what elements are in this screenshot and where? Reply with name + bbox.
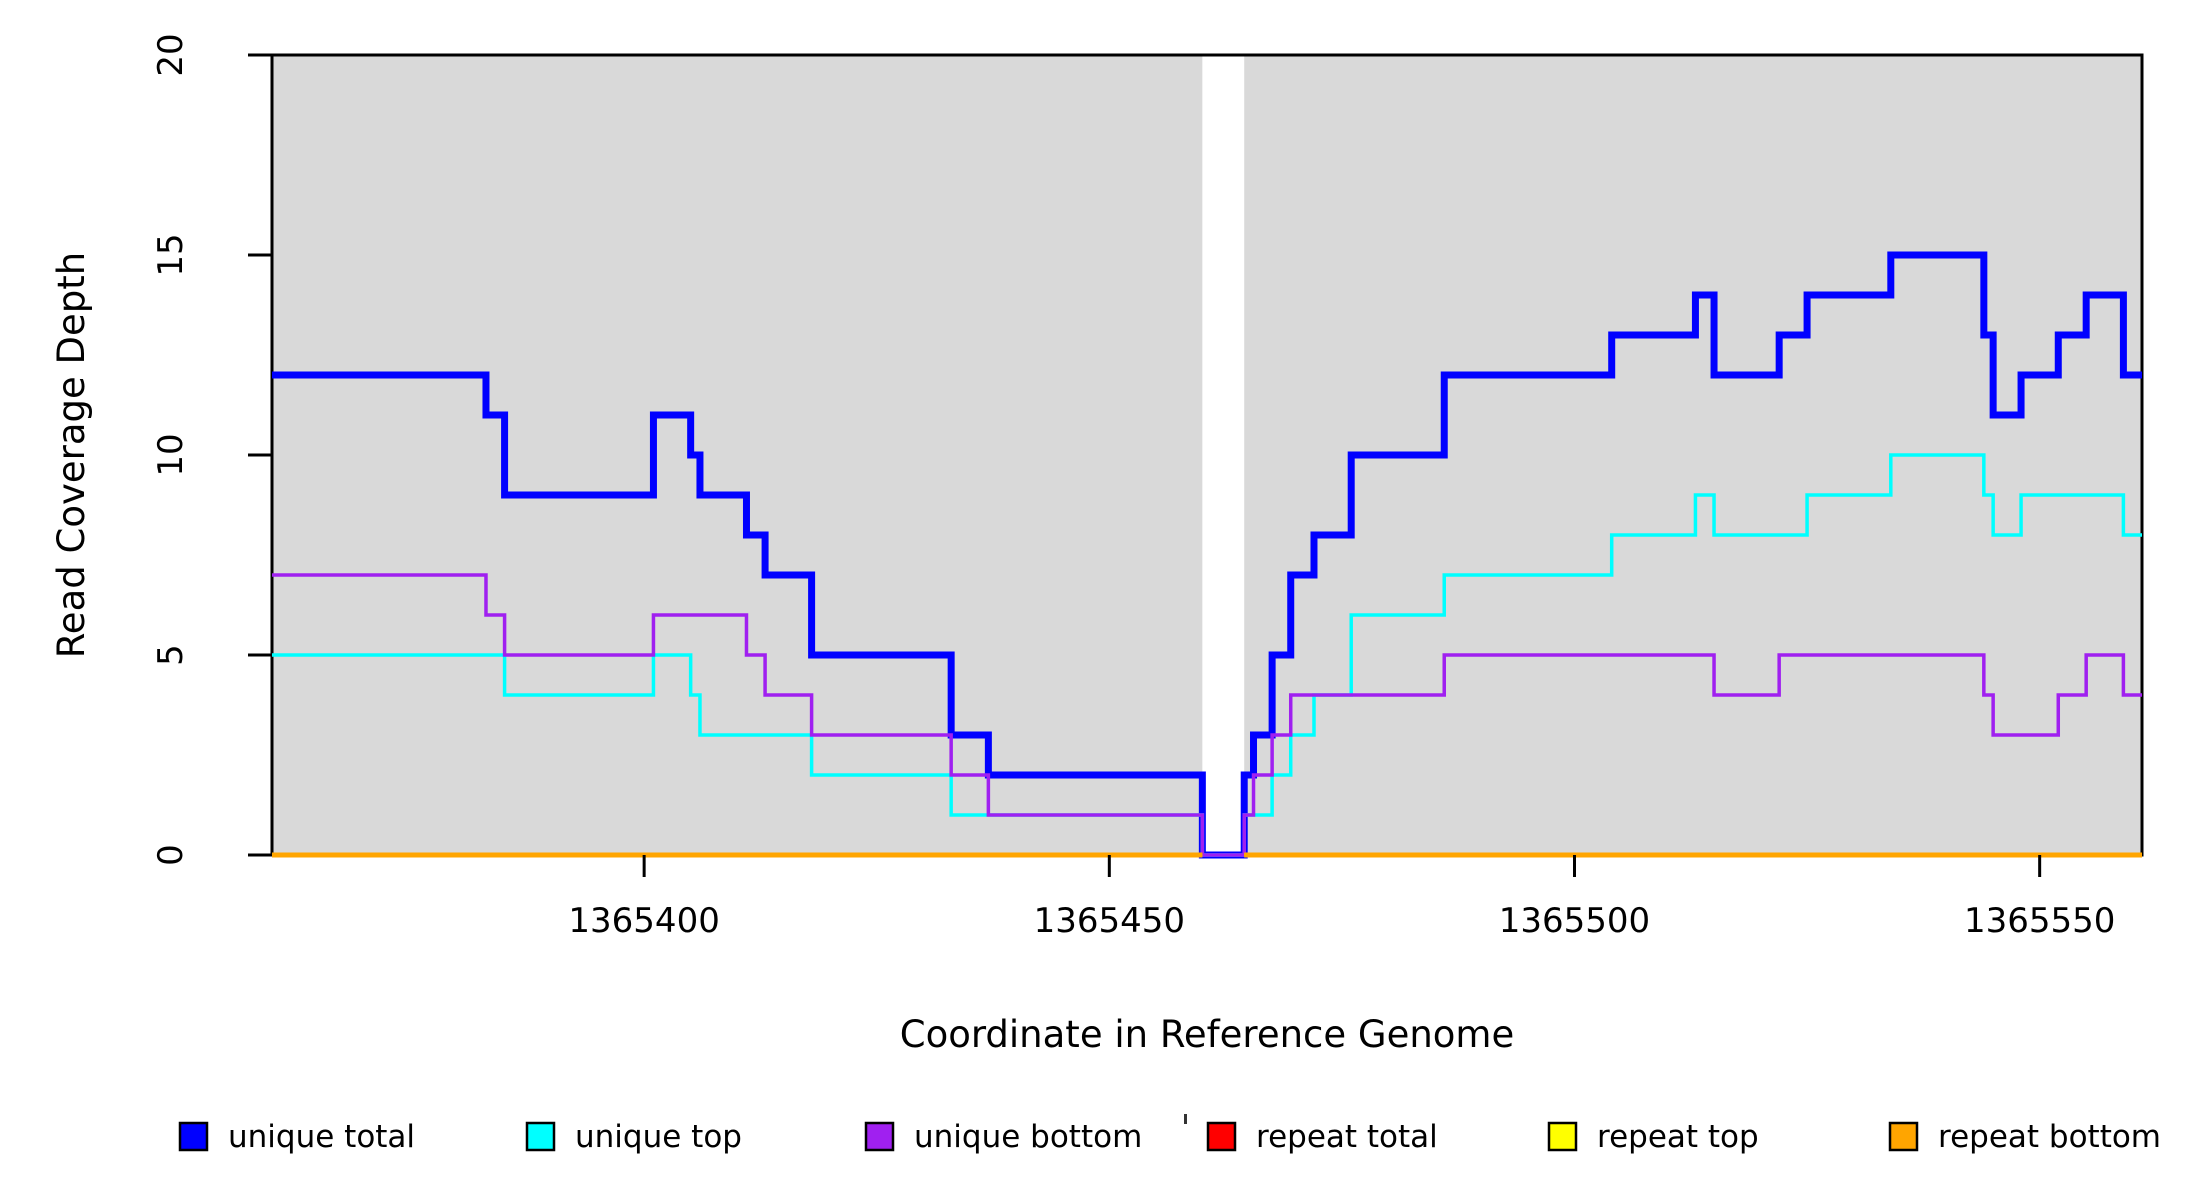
stray-mark [1184, 1114, 1187, 1124]
legend-item: repeat total [1206, 1119, 1438, 1155]
series-unique-total-line [272, 251, 2142, 859]
legend-swatch-unique-top [525, 1121, 556, 1152]
y-axis-title: Read Coverage Depth [50, 252, 93, 658]
x-axis-title: Coordinate in Reference Genome [900, 1013, 1515, 1056]
legend-swatch-unique-total [178, 1121, 209, 1152]
legend-swatch-repeat-total [1206, 1121, 1237, 1152]
y-tick-label: 15 [151, 233, 191, 276]
legend-label: unique total [228, 1119, 415, 1155]
y-tick-label: 10 [151, 433, 191, 476]
x-tick-label: 1365400 [568, 901, 719, 941]
legend-item: unique top [525, 1119, 742, 1155]
y-tick-label: 0 [151, 844, 191, 866]
x-tick-label: 1365550 [1964, 901, 2115, 941]
legend-swatch-repeat-bottom [1888, 1121, 1919, 1152]
x-tick-label: 1365500 [1499, 901, 1650, 941]
x-tick-label: 1365450 [1034, 901, 1185, 941]
plot-area: 1365400 1365450 1365500 1365550 0 5 10 15 20 [151, 33, 2144, 941]
legend-swatch-repeat-top [1547, 1121, 1578, 1152]
legend-label: repeat total [1256, 1119, 1438, 1155]
legend-label: unique top [575, 1119, 742, 1155]
y-tick-label: 20 [151, 33, 191, 76]
legend-label: repeat top [1597, 1119, 1759, 1155]
legend-item: repeat bottom [1888, 1119, 2161, 1155]
y-tick-label: 5 [151, 644, 191, 666]
legend-item: repeat top [1547, 1119, 1759, 1155]
legend-item: unique total [178, 1119, 415, 1155]
legend: unique total unique top unique bottom repea… [178, 1119, 2161, 1155]
legend-label: unique bottom [914, 1119, 1142, 1155]
zero-coverage-gap [1202, 55, 1245, 855]
series-unique-bottom-line [272, 573, 2142, 857]
legend-item: unique bottom [864, 1119, 1142, 1155]
legend-label: repeat bottom [1938, 1119, 2161, 1155]
legend-swatch-unique-bottom [864, 1121, 895, 1152]
